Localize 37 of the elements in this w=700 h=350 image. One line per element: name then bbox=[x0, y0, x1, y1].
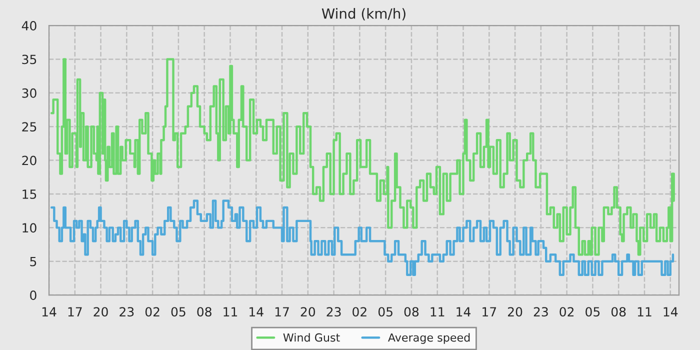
y-tick-label: 15 bbox=[22, 190, 36, 199]
chart-title: Wind (km/h) bbox=[322, 8, 406, 20]
x-tick-label: 14 bbox=[250, 307, 264, 316]
x-tick-label: 02 bbox=[560, 307, 574, 317]
y-tick-label: 5 bbox=[30, 257, 36, 266]
x-tick-label: 20 bbox=[300, 307, 316, 317]
x-tick-label: 11 bbox=[638, 307, 652, 316]
y-tick-label: 25 bbox=[22, 122, 36, 132]
x-tick-label: 11 bbox=[224, 307, 238, 316]
x-tick-label: 23 bbox=[534, 307, 548, 317]
y-tick-label: 40 bbox=[22, 21, 36, 30]
y-tick-label: 20 bbox=[22, 156, 36, 166]
x-tick-label: 20 bbox=[508, 307, 522, 317]
x-tick-label: 11 bbox=[430, 307, 444, 316]
y-tick-label: 0 bbox=[30, 290, 36, 300]
x-tick-label: 14 bbox=[664, 307, 678, 316]
x-tick-label: 17 bbox=[68, 307, 82, 316]
legend-label: Wind Gust bbox=[283, 333, 340, 342]
x-tick-label: 08 bbox=[197, 307, 212, 317]
x-tick-label: 02 bbox=[145, 307, 160, 317]
x-tick-label: 05 bbox=[171, 307, 186, 317]
x-tick-label: 23 bbox=[326, 307, 341, 317]
x-tick-label: 08 bbox=[404, 307, 419, 317]
legend-label: Average speed bbox=[388, 333, 470, 344]
y-tick-label: 30 bbox=[22, 88, 36, 98]
x-tick-label: 17 bbox=[482, 307, 496, 316]
x-tick-label: 20 bbox=[94, 307, 108, 317]
x-tick-label: 14 bbox=[456, 307, 470, 316]
x-tick-label: 17 bbox=[275, 307, 289, 316]
x-tick-label: 05 bbox=[586, 307, 600, 317]
x-tick-label: 23 bbox=[120, 307, 134, 317]
y-tick-label: 35 bbox=[22, 54, 36, 64]
x-tick-label: 08 bbox=[611, 307, 626, 317]
x-tick-label: 02 bbox=[352, 307, 366, 317]
y-tick-label: 10 bbox=[22, 223, 36, 233]
x-tick-label: 14 bbox=[42, 307, 56, 316]
x-tick-label: 05 bbox=[378, 307, 392, 317]
